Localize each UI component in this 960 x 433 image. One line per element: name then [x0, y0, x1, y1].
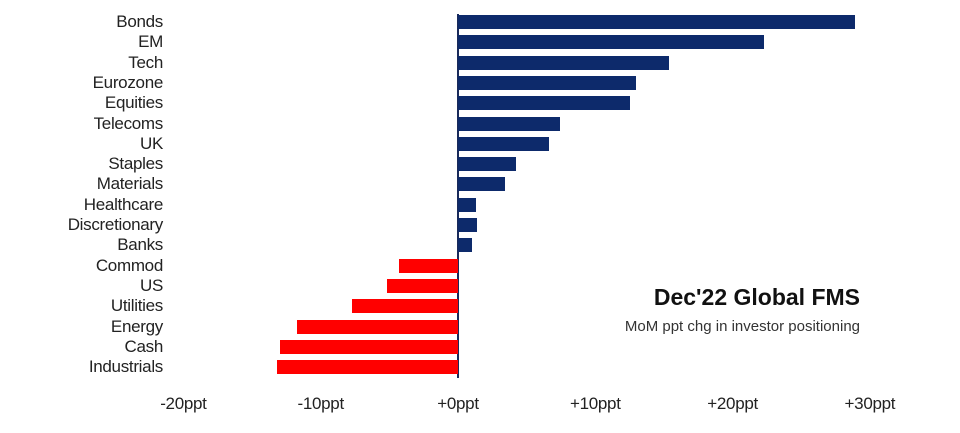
bar: [352, 299, 458, 314]
x-tick-label: +0ppt: [437, 394, 479, 413]
chart-title: Dec'22 Global FMS: [653, 284, 860, 310]
category-label: EM: [138, 32, 163, 52]
category-label: Cash: [124, 336, 164, 356]
x-tick-label: -10ppt: [297, 394, 344, 413]
category-label: Equities: [104, 93, 163, 113]
category-label: Tech: [128, 52, 163, 72]
bar: [458, 96, 630, 111]
category-label: Eurozone: [92, 72, 164, 92]
bar: [386, 278, 458, 293]
zero-axis-line: [457, 14, 459, 378]
bar: [458, 157, 516, 172]
bar: [297, 319, 458, 334]
category-label: Banks: [117, 235, 163, 255]
bar: [458, 177, 505, 192]
bar: [398, 258, 458, 273]
category-label: Staples: [108, 154, 163, 174]
x-tick-label: -20ppt: [160, 394, 207, 413]
category-label: Bonds: [116, 12, 163, 31]
bar: [276, 360, 458, 375]
category-label: Materials: [96, 174, 164, 194]
bar: [458, 15, 855, 29]
category-label: Utilities: [110, 296, 163, 316]
bar: [458, 136, 549, 151]
bar: [458, 218, 478, 232]
bar: [279, 339, 458, 354]
category-label: Industrials: [88, 357, 163, 377]
category-label: Healthcare: [83, 194, 164, 214]
bar: [458, 116, 560, 131]
category-label: Discretionary: [67, 215, 164, 234]
category-label: Commod: [95, 255, 163, 275]
category-label: UK: [139, 133, 163, 153]
bar: [458, 75, 637, 90]
category-label: US: [139, 275, 163, 295]
category-label: Energy: [110, 316, 163, 336]
bar: [458, 238, 472, 253]
category-label: Telecoms: [93, 113, 164, 133]
x-tick-label: +10ppt: [569, 394, 621, 413]
bar: [458, 55, 670, 70]
x-tick-label: +30ppt: [844, 394, 896, 413]
bar: [458, 197, 476, 212]
bar: [458, 35, 765, 50]
chart-subtitle: MoM ppt chg in investor positioning: [624, 318, 860, 335]
x-tick-label: +20ppt: [707, 394, 758, 413]
